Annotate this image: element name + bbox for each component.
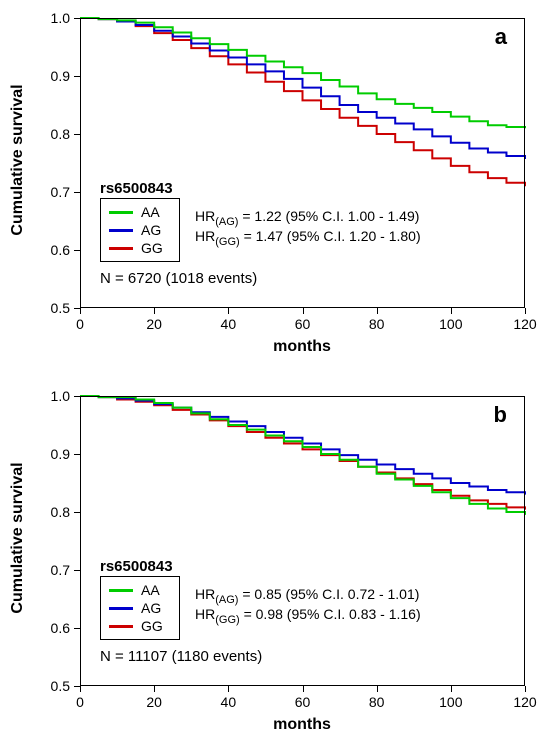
legend-row-gg: GG bbox=[109, 239, 171, 257]
legend-swatch-ag bbox=[109, 229, 133, 232]
curve-gg bbox=[80, 396, 525, 510]
legend-a: AA AG GG bbox=[100, 198, 180, 262]
hr-ag-a: HR(AG) = 1.22 (95% C.I. 1.00 - 1.49) bbox=[195, 208, 419, 228]
legend-row-aa: AA bbox=[109, 203, 171, 221]
y-axis-label: Cumulative survival bbox=[9, 462, 27, 613]
snp-id-b: rs6500843 bbox=[100, 558, 173, 575]
legend-row-aa: AA bbox=[109, 581, 171, 599]
hr-gg-a: HR(GG) = 1.47 (95% C.I. 1.20 - 1.80) bbox=[195, 228, 421, 248]
curve-gg bbox=[80, 18, 525, 186]
legend-swatch-aa bbox=[109, 589, 133, 592]
legend-swatch-ag bbox=[109, 607, 133, 610]
legend-label-ag: AG bbox=[141, 222, 161, 238]
legend-label-aa: AA bbox=[141, 582, 160, 598]
panel-a: Cumulative survival months a rs6500843 A… bbox=[0, 0, 560, 378]
snp-id-a: rs6500843 bbox=[100, 180, 173, 197]
legend-label-gg: GG bbox=[141, 240, 163, 256]
panel-b: Cumulative survival months b rs6500843 A… bbox=[0, 378, 560, 756]
legend-row-ag: AG bbox=[109, 599, 171, 617]
survival-curves-b bbox=[80, 396, 525, 686]
x-axis-label: months bbox=[273, 716, 331, 734]
x-axis-label: months bbox=[273, 338, 331, 356]
plot-area-b: b rs6500843 AA AG GG HR(AG) = 0.85 (95% … bbox=[80, 396, 525, 686]
legend-swatch-gg bbox=[109, 625, 133, 628]
legend-b: AA AG GG bbox=[100, 576, 180, 640]
legend-row-gg: GG bbox=[109, 617, 171, 635]
curve-aa bbox=[80, 396, 525, 515]
legend-row-ag: AG bbox=[109, 221, 171, 239]
panel-letter-a: a bbox=[495, 24, 507, 50]
hr-gg-b: HR(GG) = 0.98 (95% C.I. 0.83 - 1.16) bbox=[195, 606, 421, 626]
legend-label-ag: AG bbox=[141, 600, 161, 616]
legend-label-aa: AA bbox=[141, 204, 160, 220]
y-axis-label: Cumulative survival bbox=[9, 84, 27, 235]
survival-curves-a bbox=[80, 18, 525, 308]
curve-ag bbox=[80, 18, 525, 159]
survival-figure: Cumulative survival months a rs6500843 A… bbox=[0, 0, 560, 756]
panel-letter-b: b bbox=[494, 402, 507, 428]
curve-aa bbox=[80, 18, 525, 128]
legend-swatch-aa bbox=[109, 211, 133, 214]
legend-swatch-gg bbox=[109, 247, 133, 250]
plot-area-a: a rs6500843 AA AG GG HR(AG) = 1.22 (95% … bbox=[80, 18, 525, 308]
legend-label-gg: GG bbox=[141, 618, 163, 634]
n-text-b: N = 11107 (1180 events) bbox=[100, 648, 262, 665]
hr-ag-b: HR(AG) = 0.85 (95% C.I. 0.72 - 1.01) bbox=[195, 586, 419, 606]
n-text-a: N = 6720 (1018 events) bbox=[100, 270, 257, 287]
